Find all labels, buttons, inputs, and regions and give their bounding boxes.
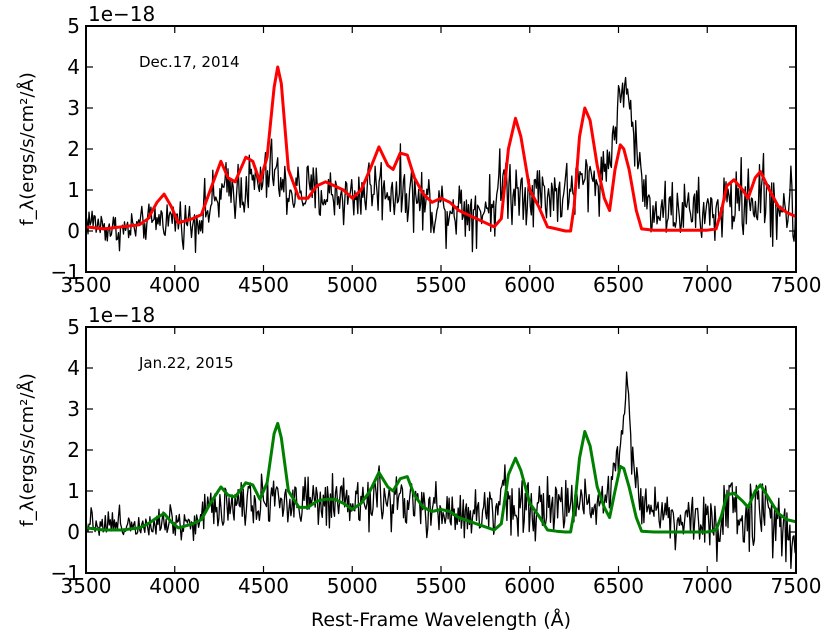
x-tick-label: 4000	[149, 574, 200, 598]
observation-date-label: Dec.17, 2014	[139, 53, 240, 71]
x-tick-label: 6000	[504, 273, 555, 297]
observed-spectrum-line	[86, 371, 796, 570]
panel-jan-2015: 3500 4000 4500 5000 5500 6000 6500 7000 7500 −1 0 1…	[16, 303, 821, 598]
plot-area	[86, 371, 796, 570]
observed-spectrum-line	[86, 76, 796, 254]
y-tick-label: 3	[67, 96, 80, 120]
y-tick-label: −1	[51, 260, 80, 284]
y-axis-label: f_λ(ergs/s/cm²/Å)	[16, 373, 38, 527]
y-tick-label: 2	[67, 137, 80, 161]
x-tick-label: 4500	[238, 273, 289, 297]
panel-dec-2014: 3500 4000 4500 5000 5500 6000 6500 7000 7500 −1 0 1…	[16, 2, 821, 297]
axis-scale-offset-text: 1e−18	[88, 2, 155, 26]
x-tick-label: 5500	[416, 574, 467, 598]
y-tick-label: 5	[67, 14, 80, 38]
model-spectrum-line	[86, 65, 796, 233]
x-tick-label: 6500	[593, 273, 644, 297]
x-tick-label: 3500	[61, 273, 112, 297]
y-tick-label: 2	[67, 438, 80, 462]
y-tick-label: 4	[67, 356, 80, 380]
x-tick-label: 7500	[771, 273, 822, 297]
y-tick-label: 5	[67, 315, 80, 339]
x-tick-label: 7500	[771, 574, 822, 598]
x-axis-label: Rest-Frame Wavelength (Å)	[311, 608, 571, 631]
x-tick-label: 5000	[327, 574, 378, 598]
x-tick-label: 5500	[416, 273, 467, 297]
x-tick-label: 6000	[504, 574, 555, 598]
x-tick-label: 6500	[593, 574, 644, 598]
y-tick-label: −1	[51, 561, 80, 585]
y-tick-label: 1	[67, 178, 80, 202]
model-spectrum-line	[86, 421, 796, 534]
y-axis-label: f_λ(ergs/s/cm²/Å)	[16, 72, 38, 226]
x-tick-label: 7000	[682, 273, 733, 297]
x-tick-label: 7000	[682, 574, 733, 598]
x-tick-label: 4500	[238, 574, 289, 598]
x-tick-label: 4000	[149, 273, 200, 297]
y-tick-label: 3	[67, 397, 80, 421]
y-tick-label: 1	[67, 479, 80, 503]
x-tick-label: 3500	[61, 574, 112, 598]
y-tick-label: 4	[67, 55, 80, 79]
x-tick-label: 5000	[327, 273, 378, 297]
y-tick-label: 0	[67, 219, 80, 243]
axis-scale-offset-text: 1e−18	[88, 303, 155, 327]
y-tick-label: 0	[67, 520, 80, 544]
observation-date-label: Jan.22, 2015	[138, 354, 234, 372]
plot-area	[86, 65, 796, 254]
